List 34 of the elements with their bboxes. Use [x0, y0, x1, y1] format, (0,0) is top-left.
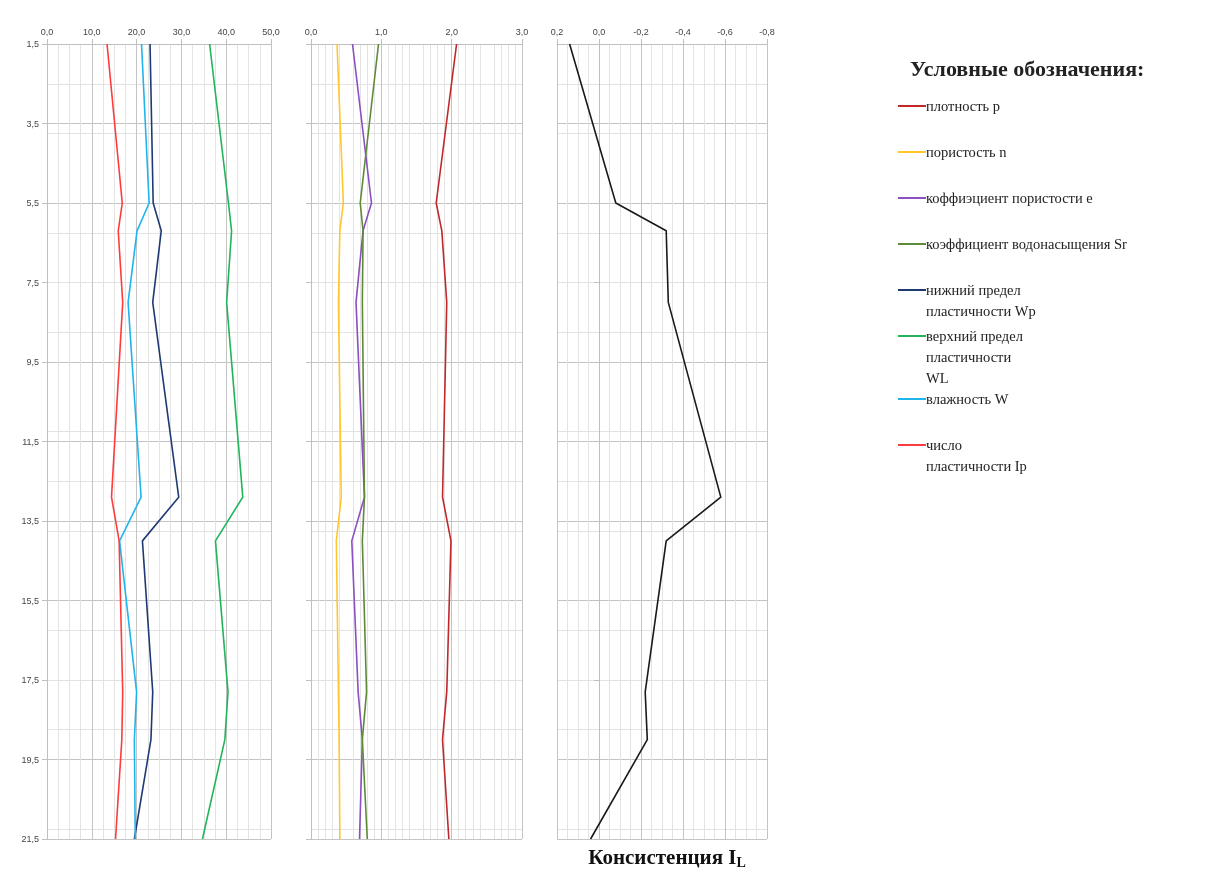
y-tick-label: 1,5 — [26, 39, 39, 49]
x-tick-label: 0,0 — [40, 26, 54, 37]
x-tick-label: 10,0 — [83, 26, 101, 37]
legend-label: коффиэциент пористости е — [926, 189, 1093, 208]
x-tick-label: 1,0 — [375, 26, 388, 37]
y-tick-label: 15,5 — [21, 595, 39, 606]
x-tick-label: 50,0 — [262, 26, 280, 37]
x-tick-label: 0,2 — [550, 26, 564, 37]
legend-label: плотность p — [926, 97, 1001, 116]
y-tick-label: 19,5 — [21, 754, 39, 765]
y-tick-label: 11,5 — [22, 436, 39, 447]
x-tick-label: -0,8 — [759, 26, 775, 37]
y-tick-label: 17,5 — [21, 675, 39, 685]
legend-label: число пластичности Ip — [926, 436, 1027, 476]
x-tick-label: 0,0 — [304, 26, 318, 37]
y-tick-label: 13,5 — [21, 516, 39, 526]
x-tick-label: 20,0 — [127, 26, 146, 37]
x-tick-label: 0,0 — [592, 26, 606, 37]
legend-label: пористость n — [926, 143, 1007, 162]
x-tick-label: 3,0 — [515, 26, 529, 37]
y-tick-label: 21,5 — [21, 834, 39, 844]
y-tick-label: 9,5 — [26, 357, 39, 367]
legend-label: коэффициент водонасыщения Sr — [926, 235, 1127, 254]
x-tick-label: 40,0 — [217, 26, 235, 37]
x-tick-label: 2,0 — [445, 26, 458, 37]
x-tick-label: 30,0 — [172, 26, 191, 37]
x-tick-label: -0,4 — [675, 26, 691, 37]
x-tick-label: -0,6 — [717, 26, 733, 37]
y-tick-label: 7,5 — [26, 277, 39, 288]
legend-label: влажность W — [926, 390, 1009, 409]
y-tick-label: 5,5 — [26, 198, 39, 208]
x-tick-label: -0,2 — [633, 26, 649, 37]
y-tick-label: 3,5 — [26, 118, 39, 129]
legend-title: Условные обозначения: — [910, 56, 1146, 82]
